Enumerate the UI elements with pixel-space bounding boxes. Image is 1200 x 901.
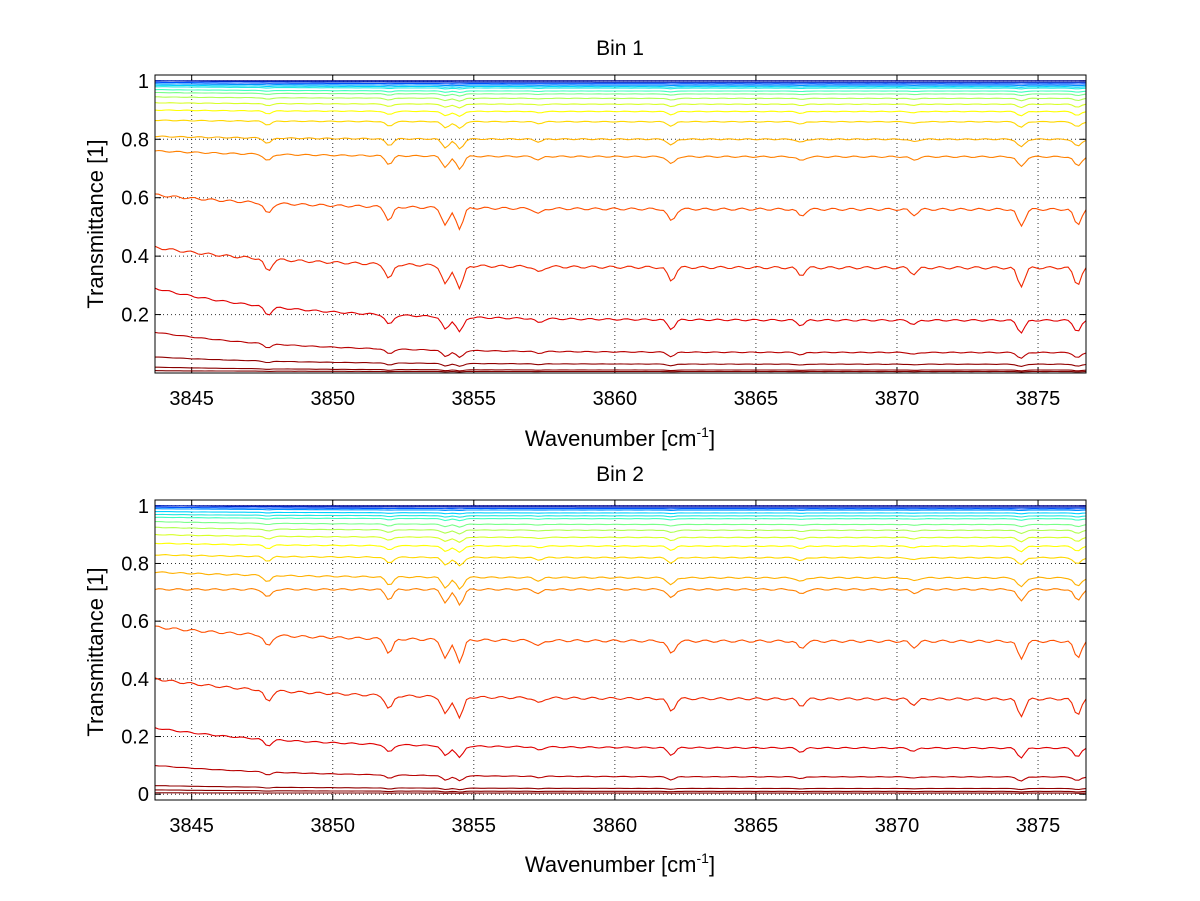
x-tick-label: 3865 [734,388,779,410]
y-tick-labels: 0 0.2 0.4 0.6 0.8 1 [121,496,149,806]
x-tick-label: 3865 [734,815,779,837]
x-tick-labels: 3845 3850 3855 3860 3865 3870 3875 [169,388,1060,410]
series-line [154,135,1087,150]
subplot-bin-1: Bin 1 3845 3850 3855 3860 3865 3870 3875 0.20.… [83,37,1087,451]
x-axis-label: Wavenumber [cm-1] [525,424,715,451]
x-tick-label: 3860 [593,815,638,837]
series-line [155,506,1086,510]
series-line [155,785,1087,791]
series-line [154,102,1087,109]
series-line [154,89,1087,94]
series-line [155,356,1087,367]
series-line [155,81,1086,85]
plot-frame [154,499,1087,801]
series-line [154,677,1087,720]
series-line [155,521,1087,528]
x-tick-label: 3850 [310,815,355,837]
series-line [155,505,1086,508]
series-line [155,511,1087,515]
y-tick-label: 0.8 [121,129,149,151]
series-line [154,370,1087,373]
series-line [154,542,1087,553]
y-tick-label: 0.6 [121,611,149,633]
series-line [154,533,1087,544]
y-tick-label: 0 [138,784,149,806]
chart-title: Bin 2 [596,463,644,486]
series-line [155,96,1087,102]
y-tick-label: 0.4 [121,246,149,268]
series-line [154,727,1087,759]
series-line [155,554,1087,567]
plot-area [155,75,1086,373]
x-tick-label: 3845 [169,388,214,410]
series-lines [154,505,1087,794]
x-tick-label: 3875 [1016,388,1061,410]
series-line [154,245,1087,291]
series-line [154,193,1087,231]
y-tick-label: 0.8 [121,553,149,575]
series-line [155,119,1087,129]
plot-frame [154,74,1087,374]
series-line [154,149,1087,171]
series-line [155,792,1087,794]
series-line [154,571,1087,590]
series-line [154,109,1087,118]
x-axis-label: Wavenumber [cm-1] [525,850,715,877]
series-line [154,84,1087,88]
series-line [154,588,1087,607]
series-line [154,86,1087,90]
y-tick-label: 0.2 [121,727,149,749]
series-lines [154,80,1087,373]
y-tick-label: 1 [138,71,149,93]
series-line [154,331,1087,359]
x-tick-label: 3855 [452,815,497,837]
series-line [154,287,1087,334]
chart-title: Bin 1 [596,37,644,60]
x-tick-labels: 3845 3850 3855 3860 3865 3870 3875 [169,815,1060,837]
series-line [154,508,1087,512]
series-line [154,765,1087,782]
series-line [154,625,1087,665]
x-tick-label: 3850 [310,388,355,410]
series-line [154,83,1087,87]
x-tick-label: 3875 [1016,815,1061,837]
x-tick-label: 3845 [169,815,214,837]
y-tick-label: 0.2 [121,305,149,327]
series-line [154,516,1087,522]
x-tick-label: 3855 [452,388,497,410]
x-tick-label: 3870 [875,388,920,410]
y-tick-label: 0.4 [121,669,149,691]
series-line [155,513,1087,518]
series-line [154,526,1087,535]
x-tick-label: 3860 [593,388,638,410]
y-tick-label: 1 [138,496,149,518]
series-line [154,80,1086,83]
y-tick-label: 0.6 [121,188,149,210]
y-axis-label: Transmittance [1] [83,567,108,736]
grid-lines [155,75,1086,373]
series-line [155,366,1087,372]
y-axis-label: Transmittance [1] [83,139,108,308]
y-tick-labels: 0.2 0.4 0.6 0.8 1 [121,71,149,327]
subplot-bin-2: Bin 2 3845 3850 3855 3860 3865 3870 3875 00.20… [83,463,1087,877]
plot-area [155,500,1086,800]
series-line [155,789,1087,793]
x-tick-label: 3870 [875,815,920,837]
series-line [155,91,1087,97]
